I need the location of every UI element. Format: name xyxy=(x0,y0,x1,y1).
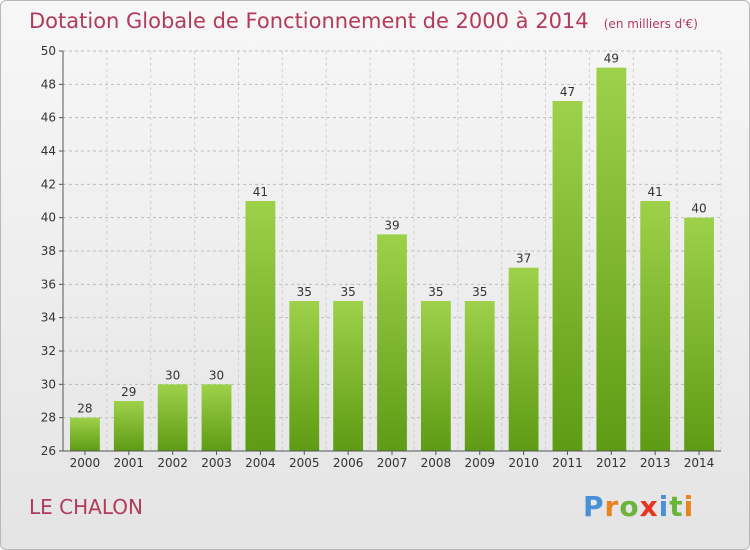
logo-letter: i xyxy=(658,490,670,523)
proxiti-logo: Proxiti xyxy=(583,490,694,523)
logo-letter: r xyxy=(604,490,620,523)
x-tick-label: 2004 xyxy=(245,456,276,470)
bar xyxy=(640,201,671,451)
logo-letter: t xyxy=(669,490,684,523)
bar-value-label: 28 xyxy=(77,402,92,416)
bar xyxy=(420,301,451,451)
x-tick-label: 2001 xyxy=(114,456,145,470)
chart-unit: (en milliers d'€) xyxy=(603,17,698,31)
y-tick-label: 50 xyxy=(41,44,56,58)
y-tick-label: 36 xyxy=(41,277,56,291)
y-tick-label: 42 xyxy=(41,177,56,191)
y-tick-label: 40 xyxy=(41,211,56,225)
x-tick-label: 2013 xyxy=(640,456,671,470)
bars: 28 29 30 30 41 35 35 39 35 35 37 47 49 41 40 xyxy=(70,52,714,452)
bar-value-label: 41 xyxy=(253,185,268,199)
x-tick-label: 2014 xyxy=(684,456,715,470)
y-tick-label: 30 xyxy=(41,377,56,391)
bar-value-label: 35 xyxy=(428,285,443,299)
y-tick-label: 48 xyxy=(41,77,56,91)
bar xyxy=(508,267,539,451)
commune-name: LE CHALON xyxy=(29,495,143,519)
axes: 26 28 30 32 34 36 38 40 42 44 46 48 50 2000 2001 2002 20… xyxy=(41,44,721,470)
x-tick-label: 2003 xyxy=(201,456,232,470)
bar xyxy=(596,67,627,452)
bar xyxy=(552,101,583,451)
bar xyxy=(70,417,100,451)
bar-value-label: 41 xyxy=(648,185,663,199)
bar-value-label: 37 xyxy=(516,252,531,266)
y-tick-label: 28 xyxy=(41,411,56,425)
bar-value-label: 30 xyxy=(209,368,224,382)
x-tick-label: 2012 xyxy=(596,456,627,470)
bar-value-label: 29 xyxy=(121,385,136,399)
title-row: Dotation Globale de Fonctionnement de 20… xyxy=(29,9,698,33)
bar xyxy=(464,301,495,451)
bar xyxy=(684,217,714,451)
chart-title: Dotation Globale de Fonctionnement de 20… xyxy=(29,9,589,33)
x-tick-label: 2002 xyxy=(157,456,188,470)
bar-value-label: 47 xyxy=(560,85,575,99)
x-tick-label: 2008 xyxy=(421,456,452,470)
x-tick-label: 2000 xyxy=(70,456,101,470)
x-tick-label: 2005 xyxy=(289,456,320,470)
x-tick-label: 2009 xyxy=(464,456,495,470)
logo-letter: x xyxy=(639,490,659,523)
y-tick-label: 26 xyxy=(41,444,56,458)
logo-letter: i xyxy=(683,490,695,523)
bar-value-label: 35 xyxy=(472,285,487,299)
y-tick-label: 32 xyxy=(41,344,56,358)
bar xyxy=(157,384,188,451)
bar-value-label: 35 xyxy=(297,285,312,299)
bar-value-label: 39 xyxy=(384,218,399,232)
y-tick-label: 46 xyxy=(41,111,56,125)
bar-value-label: 49 xyxy=(604,52,619,66)
y-tick-label: 34 xyxy=(41,311,56,325)
bar xyxy=(377,234,407,451)
bar-value-label: 35 xyxy=(340,285,355,299)
x-tick-label: 2007 xyxy=(377,456,408,470)
y-tick-label: 38 xyxy=(41,244,56,258)
bar xyxy=(333,301,364,451)
bar xyxy=(113,401,144,451)
logo-letter: o xyxy=(619,490,640,523)
bar-value-label: 30 xyxy=(165,368,180,382)
bar xyxy=(245,201,276,451)
x-tick-label: 2010 xyxy=(508,456,539,470)
bar xyxy=(201,384,232,451)
x-tick-label: 2011 xyxy=(552,456,583,470)
bar xyxy=(289,301,320,451)
x-tick-label: 2006 xyxy=(333,456,364,470)
y-tick-label: 44 xyxy=(41,144,56,158)
logo-letter: P xyxy=(583,490,605,523)
bar-value-label: 40 xyxy=(691,202,706,216)
